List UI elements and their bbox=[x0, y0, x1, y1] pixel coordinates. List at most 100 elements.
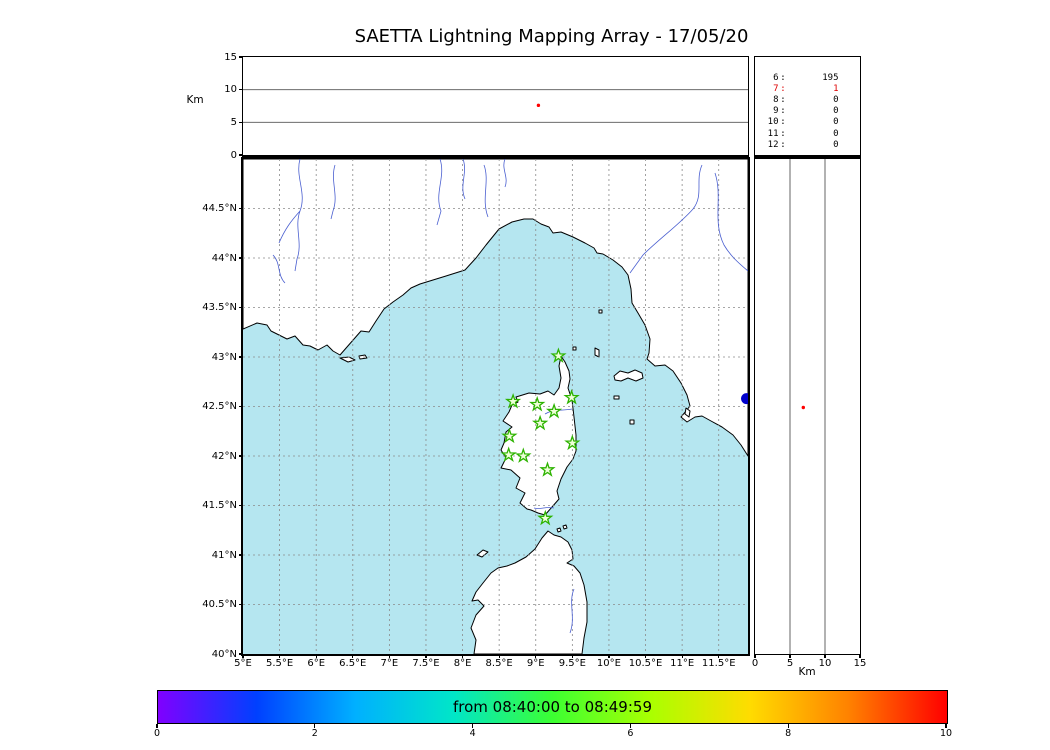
separator: : bbox=[780, 83, 786, 94]
lightning-source-map-dot bbox=[740, 392, 748, 404]
lon-tick-label: 11°E bbox=[670, 658, 695, 669]
station-count: 0 bbox=[833, 128, 839, 139]
axis-tick bbox=[754, 654, 756, 658]
lat-tick-label: 41°N bbox=[211, 549, 237, 561]
coastline-sardinia bbox=[470, 530, 587, 654]
map-markers bbox=[499, 346, 748, 525]
lon-tick-label: 11.5°E bbox=[701, 658, 736, 669]
axis-tick bbox=[789, 654, 791, 658]
axis-tick bbox=[239, 603, 243, 606]
lon-tick-label: 9°E bbox=[526, 658, 545, 669]
rivers bbox=[272, 158, 748, 633]
lma-station-star bbox=[500, 427, 518, 443]
station-id: 6 bbox=[773, 72, 779, 83]
station-id: 12 bbox=[767, 139, 779, 150]
axis-tick bbox=[239, 306, 243, 309]
colorbar-tick-label: 8 bbox=[785, 728, 792, 739]
alt-tick-label: 5 bbox=[230, 116, 237, 128]
axis-tick bbox=[824, 654, 826, 658]
right-xtick-label: 5 bbox=[786, 658, 794, 669]
right-panel-axis-label: Km bbox=[798, 666, 816, 678]
lon-tick-label: 10°E bbox=[596, 658, 621, 669]
separator: : bbox=[780, 117, 786, 128]
axis-tick bbox=[629, 723, 631, 728]
lma-station-star bbox=[499, 445, 517, 462]
lma-station-star bbox=[528, 395, 545, 412]
lightning-source-alt-time-dot bbox=[536, 103, 540, 107]
lat-tick-label: 42.5°N bbox=[202, 401, 237, 412]
axis-tick bbox=[239, 154, 243, 156]
axis-tick bbox=[644, 654, 647, 658]
axis-tick bbox=[472, 723, 474, 728]
lightning-source-alt-lat-dot bbox=[801, 405, 805, 409]
colorbar-tick-label: 4 bbox=[469, 728, 476, 739]
lon-tick-label: 6°E bbox=[307, 658, 326, 669]
station-count-panel: 6: 195 7: 1 8: 0 9: 0 10: 0 11: 0 12: 0 bbox=[753, 55, 861, 159]
axis-tick bbox=[535, 654, 537, 658]
lon-tick-label: 7.5°E bbox=[412, 658, 440, 669]
axis-tick bbox=[239, 653, 243, 655]
altitude-latitude-panel bbox=[753, 157, 861, 655]
lma-station-star bbox=[538, 460, 556, 477]
axis-tick bbox=[239, 554, 243, 556]
separator: : bbox=[780, 72, 786, 83]
lon-tick-label: 8.5°E bbox=[485, 658, 513, 669]
lon-tick-label: 5.5°E bbox=[265, 658, 294, 669]
colorbar-tick-label: 6 bbox=[627, 728, 634, 739]
lma-station-star bbox=[531, 414, 548, 430]
station-count: 0 bbox=[833, 94, 839, 105]
station-count-row: 11: 0 bbox=[755, 129, 860, 140]
lma-station-star bbox=[545, 402, 562, 418]
right-xtick-label: 10 bbox=[818, 658, 832, 669]
station-count-row: 9: 0 bbox=[755, 106, 860, 117]
map-gridlines bbox=[242, 158, 748, 654]
altitude-time-panel bbox=[241, 55, 749, 159]
axis-tick bbox=[239, 405, 243, 408]
time-colorbar: from 08:40:00 to 08:49:59 bbox=[157, 690, 948, 724]
altitude-axis-label: Km bbox=[186, 94, 204, 106]
station-count-row: 6: 195 bbox=[755, 73, 860, 84]
axis-tick bbox=[859, 654, 861, 658]
lat-tick-label: 41.5°N bbox=[202, 500, 237, 511]
station-count: 0 bbox=[833, 117, 839, 128]
colorbar-label: from 08:40:00 to 08:49:59 bbox=[452, 698, 652, 716]
lon-tick-label: 8°E bbox=[453, 658, 472, 669]
lma-station-star bbox=[514, 446, 532, 463]
axis-tick bbox=[315, 654, 317, 658]
station-count: 195 bbox=[822, 72, 839, 83]
river bbox=[272, 158, 336, 283]
station-count-rows: 6: 195 7: 1 8: 0 9: 0 10: 0 11: 0 12: 0 bbox=[755, 57, 860, 151]
axis-tick bbox=[787, 723, 789, 728]
lon-tick-label: 6.5°E bbox=[339, 658, 367, 669]
station-count-row: 12: 0 bbox=[755, 140, 860, 151]
station-id: 8 bbox=[773, 94, 779, 105]
separator: : bbox=[780, 139, 786, 150]
axis-tick bbox=[239, 455, 243, 457]
lma-station-star bbox=[562, 388, 580, 405]
axis-tick bbox=[278, 654, 281, 658]
lon-tick-label: 10.5°E bbox=[628, 658, 663, 669]
station-count-row: 8: 0 bbox=[755, 95, 860, 106]
lat-tick-label: 44°N bbox=[211, 252, 237, 264]
lat-tick-label: 40°N bbox=[211, 648, 237, 660]
axis-tick bbox=[498, 654, 500, 658]
station-count: 0 bbox=[833, 106, 839, 117]
colorbar-tick-label: 2 bbox=[311, 728, 318, 739]
axis-tick bbox=[608, 654, 610, 658]
lma-station-star bbox=[504, 392, 521, 409]
lma-station-star bbox=[563, 434, 581, 450]
alt-tick-label: 0 bbox=[230, 149, 237, 161]
axis-tick bbox=[156, 723, 158, 728]
right-xtick-label: 0 bbox=[751, 658, 759, 669]
axis-tick bbox=[239, 356, 243, 358]
station-id: 9 bbox=[773, 106, 779, 117]
lon-tick-label: 5°E bbox=[234, 658, 252, 669]
river bbox=[629, 164, 748, 273]
station-count: 1 bbox=[833, 83, 839, 94]
river bbox=[436, 158, 507, 225]
axis-tick bbox=[239, 89, 243, 91]
lat-tick-label: 42°N bbox=[211, 450, 237, 462]
station-count-row: 7: 1 bbox=[755, 84, 860, 95]
alt-tick-label: 15 bbox=[224, 51, 237, 63]
